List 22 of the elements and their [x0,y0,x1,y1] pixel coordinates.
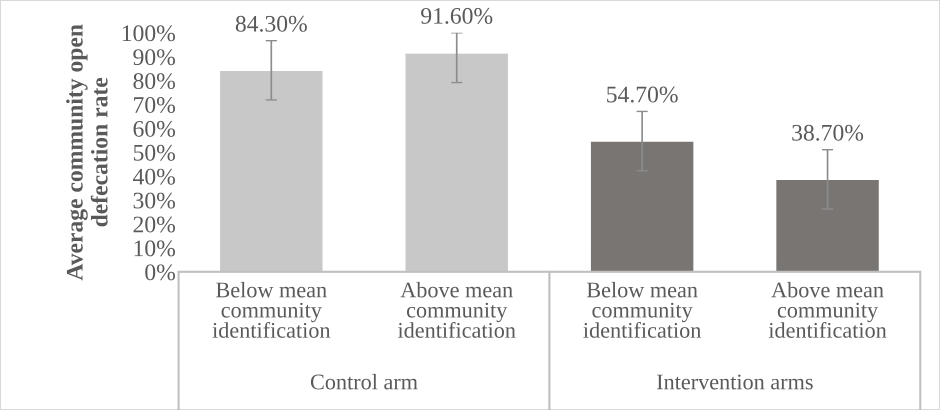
x-tick-label: Below mean community identification [212,282,330,338]
y-tick-label: 80% [133,73,176,90]
data-label: 84.30% [236,16,307,32]
y-tick-label: 90% [133,49,176,66]
y-tick-label: 70% [134,97,176,114]
data-label: 38.70% [792,124,864,141]
x-tick-label: Below mean community identification [583,282,702,338]
text: Control arm [310,374,418,390]
text: Intervention arms [656,374,813,390]
x-tick-label: Above mean community identification [768,282,886,338]
y-tick-label: 100% [122,25,176,42]
y-tick-label: 0% [145,264,176,280]
y-tick-label: 60% [134,120,176,137]
data-label: 54.70% [607,86,678,103]
y-tick-label: 40% [133,168,176,185]
y-tick-label: 20% [134,216,176,233]
y-tick-label: 50% [134,144,176,161]
y-tick-label: 10% [134,240,176,256]
x-tick-label: Above mean community identification [398,282,516,338]
data-label: 91.60% [421,8,492,24]
y-tick-label: 30% [134,192,176,209]
y-axis-title: Average community open defecation rate [66,24,108,280]
